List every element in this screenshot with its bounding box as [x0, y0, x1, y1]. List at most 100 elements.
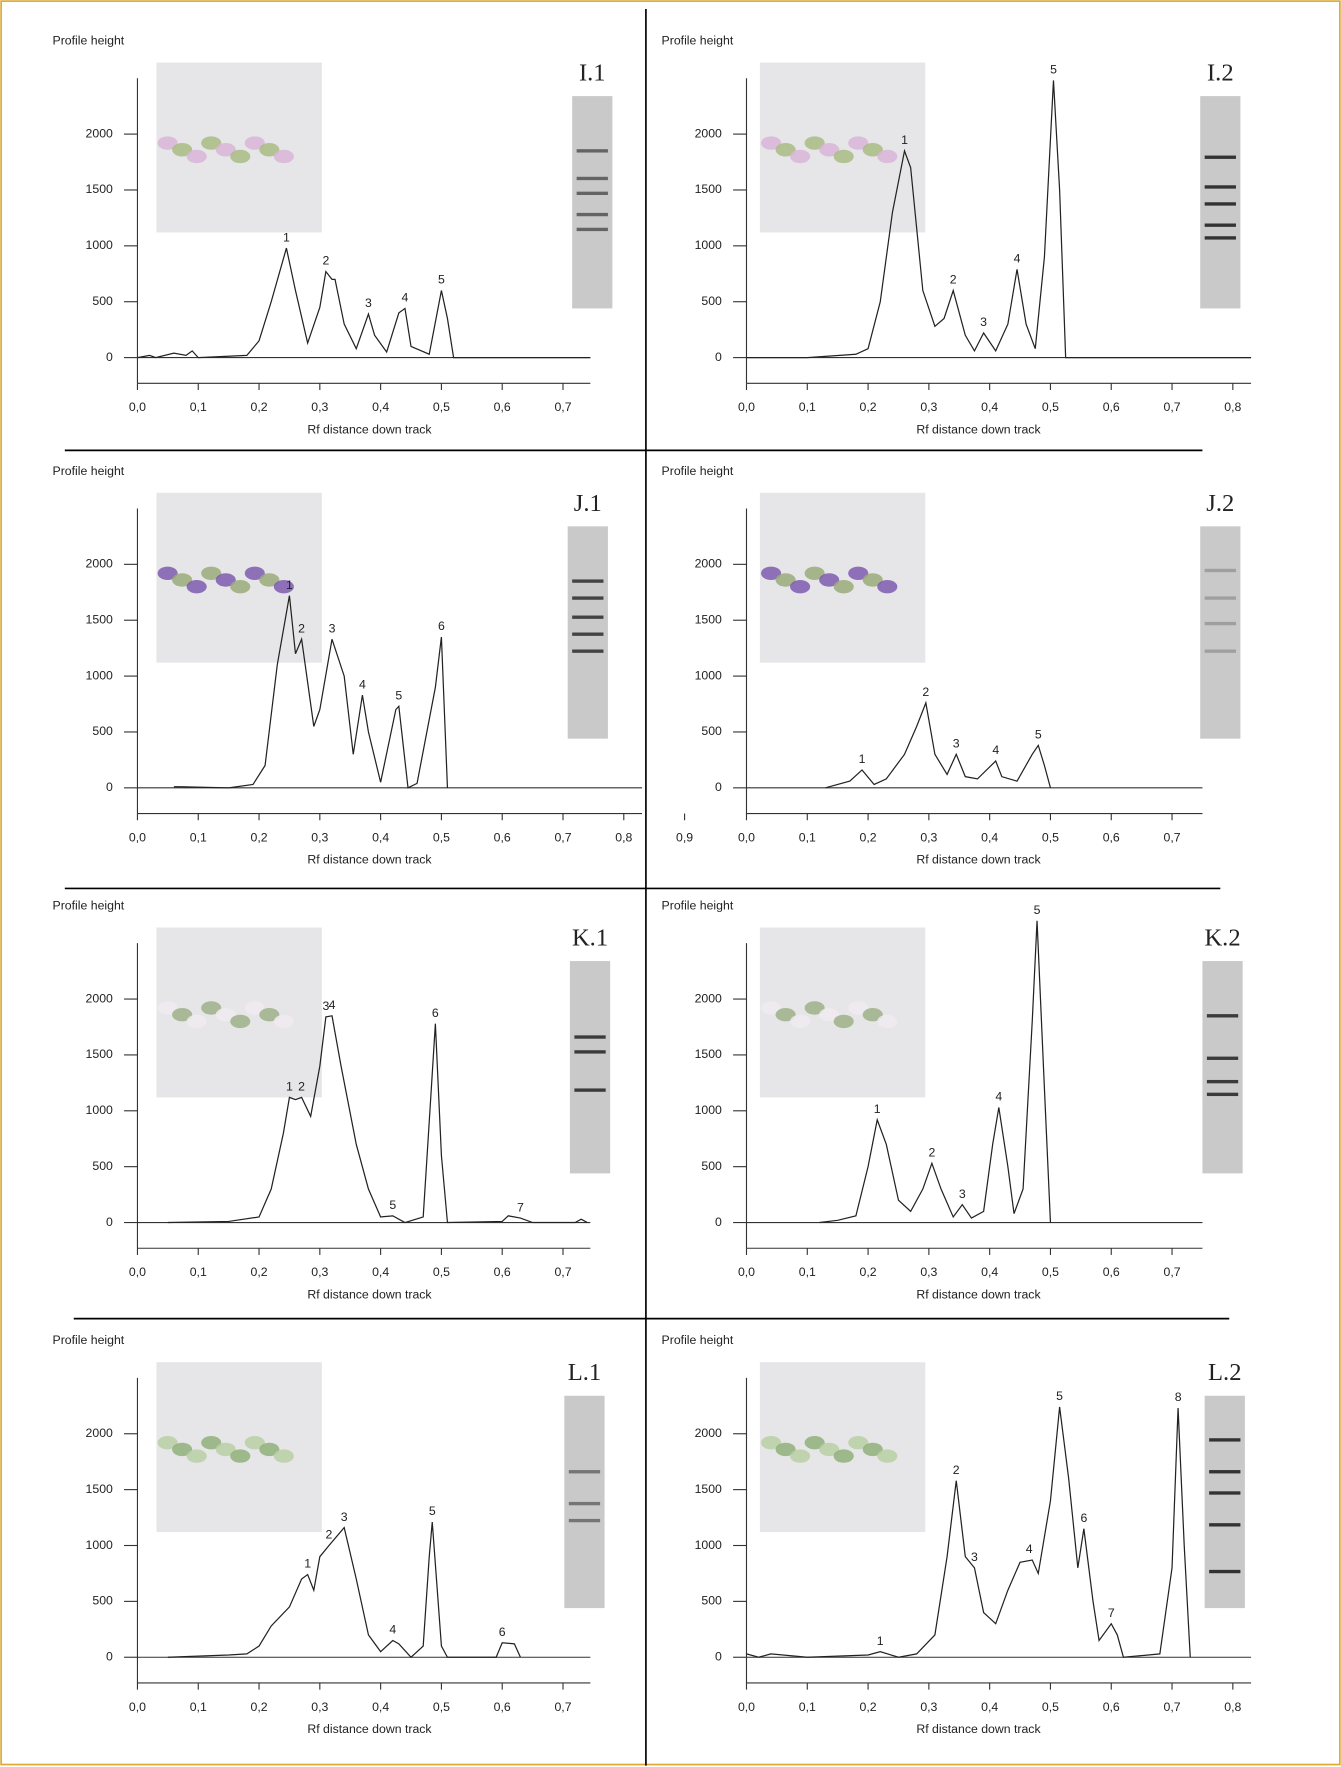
- peak-label: 7: [1108, 1606, 1115, 1620]
- photo-detail: [819, 1007, 840, 1022]
- gel-band: [576, 191, 608, 196]
- photo-detail: [244, 1435, 265, 1450]
- peak-label: 3: [329, 621, 336, 635]
- gel-band: [1204, 596, 1236, 600]
- y-tick-label: 0: [106, 1215, 113, 1229]
- x-tick-label: 0,6: [1103, 830, 1120, 844]
- y-tick-label: 500: [701, 724, 722, 738]
- x-tick-label: 0,5: [1042, 1700, 1059, 1714]
- gel-band: [574, 1088, 606, 1092]
- gel-band: [1204, 236, 1236, 240]
- peak-label: 5: [389, 1198, 396, 1212]
- y-tick-label: 0: [715, 350, 722, 364]
- photo-detail: [862, 1007, 883, 1022]
- panel-label: J.2: [1206, 490, 1234, 517]
- x-tick-label: 0,3: [920, 400, 937, 414]
- x-tick-label: 0,3: [920, 1700, 937, 1714]
- x-tick-label: 0,8: [1224, 400, 1241, 414]
- y-tick-label: 2000: [86, 126, 113, 140]
- x-axis-label: Rf distance down track: [916, 853, 1041, 867]
- gel-band: [1206, 1079, 1239, 1084]
- photo-detail: [819, 573, 840, 587]
- peak-label: 3: [971, 1550, 978, 1564]
- x-tick-label: 0,7: [1163, 400, 1180, 414]
- peak-label: 4: [1026, 1542, 1033, 1556]
- gel-band: [576, 227, 608, 232]
- photo-detail: [259, 573, 280, 587]
- y-axis-label: Profile height: [53, 1333, 125, 1347]
- profile-line: [167, 1015, 588, 1224]
- photo-detail: [790, 1014, 811, 1029]
- y-tick-label: 500: [92, 1159, 113, 1173]
- x-tick-label: 0,2: [860, 1265, 877, 1279]
- photo-detail: [157, 566, 178, 580]
- photo-detail: [804, 136, 825, 150]
- x-tick-label: 0,3: [311, 830, 328, 844]
- y-tick-label: 0: [106, 1650, 113, 1664]
- x-tick-label: 0,7: [554, 400, 571, 414]
- y-tick-label: 500: [701, 1594, 722, 1608]
- gel-band: [572, 632, 604, 636]
- photo-detail: [790, 579, 811, 594]
- peak-label: 5: [1056, 1389, 1063, 1403]
- photo-detail: [877, 579, 898, 594]
- profile-line: [173, 595, 449, 789]
- x-tick-label: 0,4: [372, 400, 389, 414]
- panel: L.1 Profile height 0 500 1000 1500 2000 0,0 0,1 0…: [53, 1333, 605, 1736]
- gel-band: [1206, 1014, 1239, 1018]
- x-tick-label: 0,5: [1042, 1265, 1059, 1279]
- x-tick-label: 0,3: [311, 400, 328, 414]
- photo-detail: [833, 149, 854, 164]
- photo-detail: [790, 1449, 811, 1463]
- x-axis-label: Rf distance down track: [307, 853, 432, 867]
- x-tick-label: 0,0: [129, 1700, 146, 1714]
- x-tick-label: 0,6: [494, 830, 511, 844]
- photo-detail: [273, 579, 294, 594]
- photo-detail: [833, 579, 854, 594]
- y-tick-label: 2000: [695, 126, 722, 140]
- peak-label: 2: [922, 685, 929, 699]
- photo-detail: [862, 1442, 883, 1457]
- gel-band: [1209, 1438, 1241, 1442]
- photo-detail: [877, 1014, 898, 1029]
- y-axis-label: Profile height: [53, 899, 125, 913]
- photo-detail: [775, 1442, 796, 1457]
- x-tick-label: 0,9: [676, 830, 693, 844]
- x-tick-label: 0,6: [494, 1700, 511, 1714]
- x-tick-label: 0,2: [860, 1700, 877, 1714]
- panel: J.2 Profile height 0 500 1000 1500 2000 0,0 0,1 0…: [662, 464, 1241, 867]
- peak-label: 4: [329, 998, 336, 1012]
- x-tick-label: 0,2: [250, 400, 267, 414]
- profile-line: [137, 247, 591, 359]
- gel: [1202, 961, 1243, 1174]
- peak-label: 4: [389, 1623, 396, 1637]
- panel-label: I.1: [579, 60, 606, 87]
- x-tick-label: 0,4: [981, 400, 998, 414]
- x-tick-label: 0,0: [738, 1700, 755, 1714]
- photo-detail: [761, 566, 782, 580]
- x-tick-label: 0,3: [920, 1265, 937, 1279]
- x-tick-label: 0,2: [250, 830, 267, 844]
- photo-detail: [230, 1014, 251, 1029]
- gel-band: [1209, 1470, 1241, 1474]
- profile-line: [825, 700, 1052, 789]
- photo-detail: [201, 1001, 222, 1015]
- photo-detail: [259, 1442, 280, 1457]
- y-tick-label: 1500: [86, 182, 113, 196]
- x-tick-label: 0,5: [1042, 400, 1059, 414]
- panel: I.1 Profile height 0 500 1000 1500 2000 0,0 0,1 0…: [53, 34, 613, 436]
- gel-band: [1204, 621, 1236, 626]
- peak-label: 2: [298, 621, 305, 635]
- gel-band: [574, 1035, 606, 1039]
- peak-label: 1: [859, 752, 866, 766]
- peak-label: 1: [286, 578, 293, 592]
- x-tick-label: 0,2: [250, 1700, 267, 1714]
- photo-detail: [230, 1449, 251, 1463]
- x-tick-label: 0,6: [1103, 1700, 1120, 1714]
- y-tick-label: 500: [701, 294, 722, 308]
- x-tick-label: 0,7: [554, 1265, 571, 1279]
- photo-detail: [201, 1435, 222, 1450]
- x-axis-label: Rf distance down track: [307, 1722, 432, 1736]
- y-axis-label: Profile height: [662, 899, 734, 913]
